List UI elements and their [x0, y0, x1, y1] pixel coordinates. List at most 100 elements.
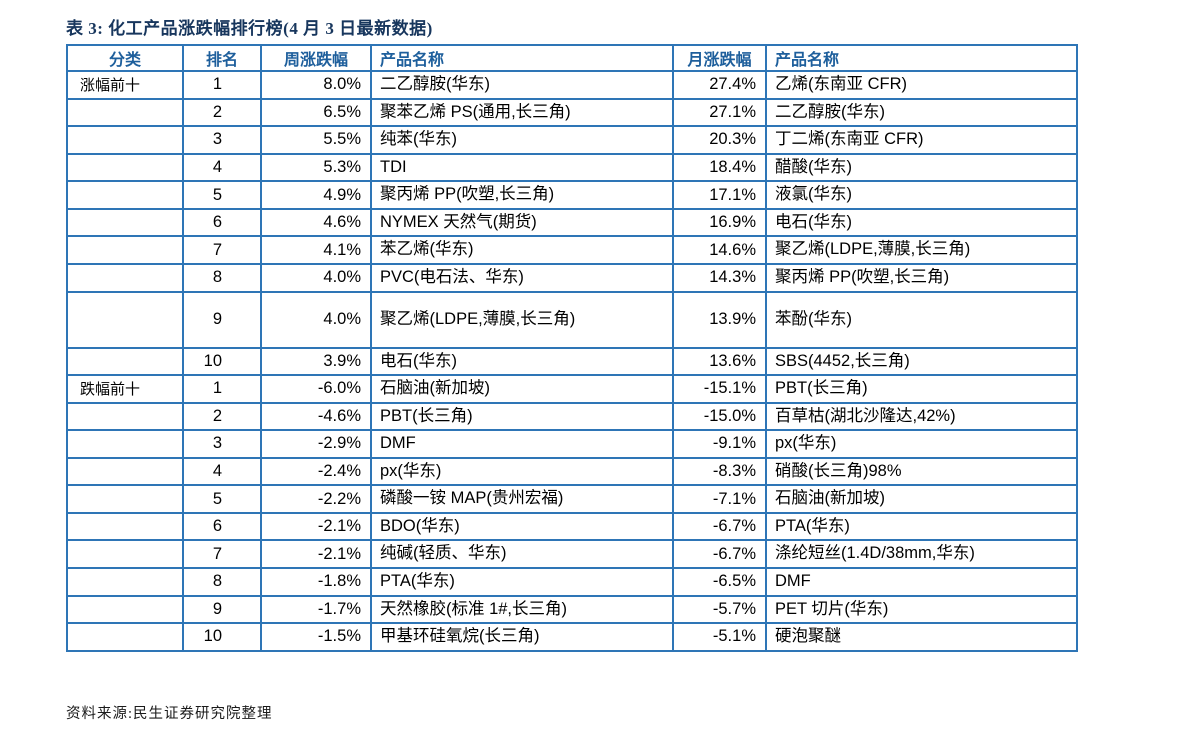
product-week-cell: 纯碱(轻质、华东): [370, 539, 674, 569]
product-month-cell: 石脑油(新加坡): [765, 484, 1078, 514]
rank-cell: 7: [182, 235, 262, 265]
rank-cell: 2: [182, 401, 262, 432]
rank-cell: 10: [182, 346, 262, 377]
column-header-product-month: 产品名称: [765, 44, 1078, 72]
product-week-cell: 纯苯(华东): [370, 125, 674, 155]
category-cell: [66, 429, 184, 459]
category-cell: [66, 484, 184, 514]
category-cell: [66, 456, 184, 487]
category-cell: [66, 622, 184, 652]
week-change-cell: 8.0%: [260, 70, 372, 100]
week-change-cell: -2.1%: [260, 539, 372, 569]
rank-cell: 4: [182, 152, 262, 183]
product-week-cell: 苯乙烯(华东): [370, 235, 674, 265]
week-change-cell: -1.8%: [260, 567, 372, 597]
month-change-cell: -15.1%: [672, 374, 767, 404]
week-change-cell: -1.5%: [260, 622, 372, 652]
column-header-rank: 排名: [182, 44, 262, 72]
week-change-cell: 4.6%: [260, 207, 372, 238]
week-change-cell: -2.4%: [260, 456, 372, 487]
table-row: 2 -4.6% PBT(长三角) -15.0% 百草枯(湖北沙隆达,42%): [66, 401, 1078, 432]
table-row: 8 4.0% PVC(电石法、华东) 14.3% 聚丙烯 PP(吹塑,长三角): [66, 262, 1078, 293]
product-month-cell: 硝酸(长三角)98%: [765, 456, 1078, 487]
category-cell: [66, 511, 184, 542]
product-month-cell: 聚乙烯(LDPE,薄膜,长三角): [765, 235, 1078, 265]
category-cell: [66, 567, 184, 597]
week-change-cell: -6.0%: [260, 374, 372, 404]
category-cell: [66, 290, 184, 349]
category-cell: 涨幅前十: [66, 70, 184, 100]
product-week-cell: PVC(电石法、华东): [370, 262, 674, 293]
product-month-cell: px(华东): [765, 429, 1078, 459]
product-month-cell: 电石(华东): [765, 207, 1078, 238]
month-change-cell: -9.1%: [672, 429, 767, 459]
rank-cell: 5: [182, 484, 262, 514]
product-month-cell: PBT(长三角): [765, 374, 1078, 404]
table-row: 4 5.3% TDI 18.4% 醋酸(华东): [66, 152, 1078, 183]
table-title: 表 3: 化工产品涨跌幅排行榜(4 月 3 日最新数据): [66, 19, 433, 38]
product-week-cell: 聚丙烯 PP(吹塑,长三角): [370, 180, 674, 210]
week-change-cell: -1.7%: [260, 594, 372, 625]
month-change-cell: -8.3%: [672, 456, 767, 487]
week-change-cell: 5.5%: [260, 125, 372, 155]
table-row: 跌幅前十 1 -6.0% 石脑油(新加坡) -15.1% PBT(长三角): [66, 374, 1078, 404]
month-change-cell: -7.1%: [672, 484, 767, 514]
rank-cell: 9: [182, 290, 262, 349]
week-change-cell: 4.0%: [260, 290, 372, 349]
rank-cell: 3: [182, 125, 262, 155]
column-header-category: 分类: [66, 44, 184, 72]
month-change-cell: -6.5%: [672, 567, 767, 597]
product-month-cell: 涤纶短丝(1.4D/38mm,华东): [765, 539, 1078, 569]
product-month-cell: 二乙醇胺(华东): [765, 97, 1078, 128]
product-month-cell: SBS(4452,长三角): [765, 346, 1078, 377]
product-week-cell: 二乙醇胺(华东): [370, 70, 674, 100]
week-change-cell: -4.6%: [260, 401, 372, 432]
product-week-cell: PBT(长三角): [370, 401, 674, 432]
category-cell: [66, 152, 184, 183]
product-week-cell: TDI: [370, 152, 674, 183]
month-change-cell: 16.9%: [672, 207, 767, 238]
month-change-cell: 13.9%: [672, 290, 767, 349]
table-row: 9 4.0% 聚乙烯(LDPE,薄膜,长三角) 13.9% 苯酚(华东): [66, 290, 1078, 349]
column-header-week-change: 周涨跌幅: [260, 44, 372, 72]
rank-cell: 6: [182, 207, 262, 238]
product-week-cell: 聚乙烯(LDPE,薄膜,长三角): [370, 290, 674, 349]
category-cell: [66, 207, 184, 238]
week-change-cell: -2.2%: [260, 484, 372, 514]
table-row: 4 -2.4% px(华东) -8.3% 硝酸(长三角)98%: [66, 456, 1078, 487]
product-week-cell: 石脑油(新加坡): [370, 374, 674, 404]
week-change-cell: 4.1%: [260, 235, 372, 265]
table-row: 7 4.1% 苯乙烯(华东) 14.6% 聚乙烯(LDPE,薄膜,长三角): [66, 235, 1078, 265]
product-month-cell: 聚丙烯 PP(吹塑,长三角): [765, 262, 1078, 293]
category-cell: [66, 262, 184, 293]
product-month-cell: 醋酸(华东): [765, 152, 1078, 183]
week-change-cell: 4.9%: [260, 180, 372, 210]
month-change-cell: -6.7%: [672, 511, 767, 542]
product-month-cell: 硬泡聚醚: [765, 622, 1078, 652]
category-cell: [66, 125, 184, 155]
product-month-cell: 丁二烯(东南亚 CFR): [765, 125, 1078, 155]
rank-cell: 1: [182, 70, 262, 100]
rank-cell: 4: [182, 456, 262, 487]
rank-cell: 9: [182, 594, 262, 625]
month-change-cell: 27.1%: [672, 97, 767, 128]
product-week-cell: DMF: [370, 429, 674, 459]
column-header-product-week: 产品名称: [370, 44, 674, 72]
month-change-cell: 17.1%: [672, 180, 767, 210]
rank-cell: 8: [182, 262, 262, 293]
product-month-cell: 乙烯(东南亚 CFR): [765, 70, 1078, 100]
rank-cell: 6: [182, 511, 262, 542]
week-change-cell: -2.9%: [260, 429, 372, 459]
table-row: 3 -2.9% DMF -9.1% px(华东): [66, 429, 1078, 459]
category-cell: [66, 180, 184, 210]
month-change-cell: -15.0%: [672, 401, 767, 432]
table-row: 2 6.5% 聚苯乙烯 PS(通用,长三角) 27.1% 二乙醇胺(华东): [66, 97, 1078, 128]
product-week-cell: 电石(华东): [370, 346, 674, 377]
rank-cell: 7: [182, 539, 262, 569]
product-month-cell: 百草枯(湖北沙隆达,42%): [765, 401, 1078, 432]
rank-cell: 3: [182, 429, 262, 459]
rank-cell: 8: [182, 567, 262, 597]
product-week-cell: px(华东): [370, 456, 674, 487]
product-week-cell: BDO(华东): [370, 511, 674, 542]
